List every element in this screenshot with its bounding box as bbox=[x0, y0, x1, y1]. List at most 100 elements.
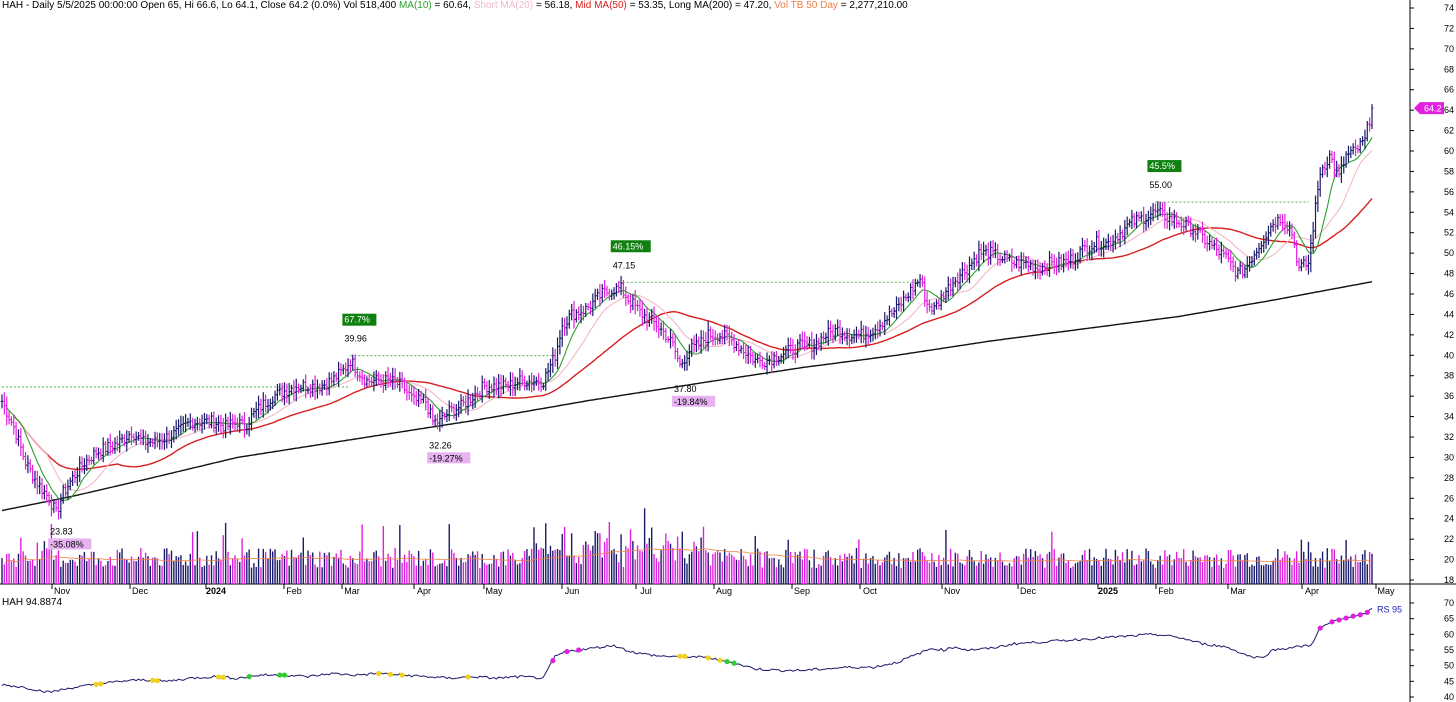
y-axis-tick-label: 36 bbox=[1444, 391, 1454, 401]
rs-marker bbox=[1336, 617, 1342, 623]
y-axis-tick-label: 26 bbox=[1444, 493, 1454, 503]
rs-axis-tick-label: 55 bbox=[1444, 645, 1454, 655]
swing-high-badge bbox=[610, 240, 651, 253]
swing-high-badge bbox=[342, 313, 377, 326]
rs-marker bbox=[564, 648, 570, 655]
header-ma10-value: = 60.64, bbox=[431, 0, 474, 11]
y-axis-tick-label: 42 bbox=[1444, 330, 1454, 340]
x-axis-month-label: Apr bbox=[417, 586, 431, 596]
rs-label: RS 95 bbox=[1377, 604, 1402, 614]
rs-marker bbox=[731, 660, 737, 666]
swing-low-badge bbox=[427, 452, 471, 464]
swing-high-percent: 46.15% bbox=[613, 241, 644, 251]
rs-marker bbox=[724, 658, 730, 665]
rs-axis-tick-label: 70 bbox=[1444, 598, 1454, 608]
chart-header: HAH - Daily 5/5/2025 00:00:00 Open 65, H… bbox=[2, 0, 908, 11]
x-axis-month-label: 2024 bbox=[206, 586, 226, 596]
y-axis-tick-label: 74 bbox=[1444, 3, 1454, 13]
volume-bars bbox=[1, 508, 1373, 584]
rs-marker bbox=[154, 678, 160, 684]
y-axis-tick-label: 28 bbox=[1444, 473, 1454, 483]
y-axis-tick-label: 32 bbox=[1444, 432, 1454, 442]
swing-low-percent: -35.08% bbox=[50, 539, 84, 549]
x-axis-month-label: Jun bbox=[565, 586, 580, 596]
rs-markers bbox=[93, 609, 1370, 688]
swing-low-price: 37.80 bbox=[674, 384, 697, 394]
ma200-line bbox=[1, 281, 1373, 512]
header-mid-ma-value: = 53.35, Long MA(200) = 47.20, bbox=[626, 0, 775, 11]
x-axis-month-label: Nov bbox=[54, 586, 71, 596]
y-axis-tick-label: 60 bbox=[1444, 146, 1454, 156]
rs-marker bbox=[215, 674, 222, 680]
x-axis-month-label: Jul bbox=[640, 586, 652, 596]
rs-marker bbox=[550, 658, 556, 664]
rs-marker bbox=[93, 681, 99, 688]
header-symbol: HAH bbox=[2, 0, 24, 11]
rs-marker bbox=[1343, 615, 1349, 621]
rs-marker bbox=[1317, 625, 1323, 631]
rs-marker bbox=[1357, 612, 1363, 618]
y-axis-tick-label: 48 bbox=[1444, 269, 1454, 279]
ma20-line bbox=[8, 149, 1373, 492]
swing-high-badge bbox=[1147, 160, 1182, 173]
x-axis-month-label: May bbox=[1377, 586, 1395, 596]
x-axis-month-label: Mar bbox=[344, 586, 360, 596]
header-ma10-label: MA(10) bbox=[398, 0, 432, 11]
last-price-tag bbox=[1414, 102, 1444, 115]
header-vol-label: Vol TB 50 Day bbox=[774, 0, 838, 11]
y-axis-tick-label: 68 bbox=[1444, 64, 1454, 74]
rs-marker bbox=[717, 657, 723, 663]
swing-high-percent: 45.5% bbox=[1149, 161, 1175, 171]
swing-high-price: 39.96 bbox=[344, 334, 367, 344]
rs-axis-tick-label: 65 bbox=[1444, 614, 1454, 624]
swing-high-percent: 67.7% bbox=[344, 315, 370, 325]
header-vol-value: = 2,277,210.00 bbox=[837, 0, 908, 11]
rs-marker bbox=[705, 655, 711, 661]
rs-marker bbox=[682, 653, 688, 659]
y-axis-tick-label: 58 bbox=[1444, 166, 1454, 176]
y-axis-tick-label: 72 bbox=[1444, 23, 1454, 33]
rs-axis-tick-label: 40 bbox=[1444, 692, 1454, 702]
y-axis-tick-label: 30 bbox=[1444, 452, 1454, 462]
y-axis-tick-label: 22 bbox=[1444, 534, 1454, 544]
ma10-line bbox=[6, 137, 1373, 501]
y-axis-tick-label: 54 bbox=[1444, 207, 1454, 217]
y-axis-tick-label: 66 bbox=[1444, 85, 1454, 95]
y-axis-tick-label: 38 bbox=[1444, 371, 1454, 381]
y-axis-tick-label: 44 bbox=[1444, 309, 1454, 319]
swing-low-percent: -19.27% bbox=[429, 453, 463, 463]
x-axis-month-label: Apr bbox=[1305, 586, 1319, 596]
y-axis-tick-label: 56 bbox=[1444, 187, 1454, 197]
rs-marker bbox=[677, 653, 683, 659]
y-axis-tick-label: 70 bbox=[1444, 44, 1454, 54]
swing-low-badge bbox=[671, 395, 716, 407]
x-axis-month-label: Aug bbox=[716, 586, 732, 596]
volume-average-line bbox=[4, 548, 1373, 564]
rs-axis-tick-label: 60 bbox=[1444, 629, 1454, 639]
rs-marker bbox=[376, 670, 382, 677]
swing-high-price: 55.00 bbox=[1149, 180, 1172, 190]
rs-marker bbox=[399, 672, 405, 678]
y-axis-tick-label: 40 bbox=[1444, 350, 1454, 360]
y-axis-tick-label: 20 bbox=[1444, 555, 1454, 565]
x-axis-month-label: Mar bbox=[1230, 586, 1246, 596]
header-short-ma-label: Short MA(20) bbox=[473, 0, 534, 11]
rs-marker bbox=[1350, 613, 1356, 619]
ma50-line bbox=[13, 198, 1373, 471]
rs-marker bbox=[220, 674, 226, 680]
x-axis-month-label: Feb bbox=[1158, 586, 1174, 596]
y-axis-tick-label: 64 bbox=[1444, 105, 1454, 115]
rs-marker bbox=[1364, 609, 1370, 616]
last-price-text: 64.2 bbox=[1424, 104, 1442, 114]
header-ohlc: - Daily 5/5/2025 00:00:00 Open 65, Hi 66… bbox=[23, 0, 399, 11]
rs-marker bbox=[576, 647, 582, 653]
x-axis-month-label: Oct bbox=[863, 586, 878, 596]
x-axis-month-label: May bbox=[485, 586, 503, 596]
rs-marker bbox=[277, 672, 283, 678]
rs-marker bbox=[150, 677, 156, 683]
y-axis-tick-label: 18 bbox=[1444, 575, 1454, 585]
header-short-ma-value: = 56.18, bbox=[533, 0, 576, 11]
swing-high-price: 47.15 bbox=[613, 260, 636, 270]
y-axis-tick-label: 34 bbox=[1444, 412, 1454, 422]
